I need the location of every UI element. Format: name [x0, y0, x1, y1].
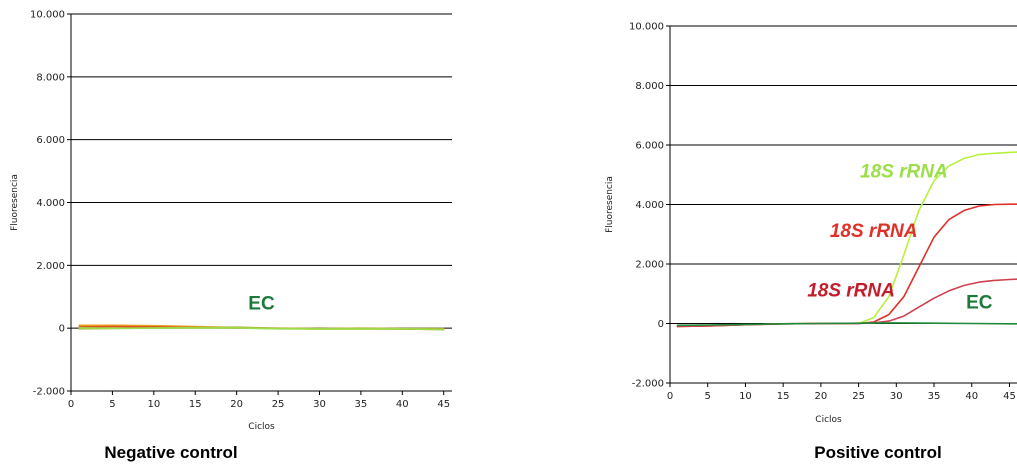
- y-tick-label: -2.000: [33, 387, 65, 398]
- y-axis-label: Fluoresencia: [605, 176, 615, 233]
- y-axis-label: Fluoresencia: [10, 174, 20, 231]
- chart-caption: Positive control: [814, 443, 942, 462]
- y-tick-label: 0: [658, 319, 664, 330]
- x-tick-label: 15: [189, 399, 202, 410]
- x-tick-label: 0: [667, 391, 673, 402]
- x-tick-label: 25: [272, 399, 285, 410]
- x-tick-label: 10: [739, 391, 752, 402]
- series-annotation: 18S rRNA: [830, 221, 918, 242]
- x-tick-label: 25: [852, 391, 865, 402]
- series-annotation: 18S rRNA: [807, 281, 895, 302]
- x-tick-label: 35: [355, 399, 368, 410]
- y-tick-label: 4.000: [635, 200, 664, 211]
- y-tick-label: 10.000: [629, 22, 664, 33]
- x-tick-label: 10: [147, 399, 160, 410]
- x-tick-label: 40: [965, 391, 978, 402]
- x-tick-label: 35: [928, 391, 941, 402]
- y-tick-label: 8.000: [635, 81, 664, 92]
- x-tick-label: 45: [1003, 391, 1016, 402]
- y-tick-label: -2.000: [632, 379, 664, 390]
- series-line-3: [78, 327, 445, 331]
- series-annotation: EC: [248, 293, 275, 314]
- y-tick-label: 6.000: [36, 135, 65, 146]
- y-tick-label: 4.000: [36, 198, 65, 209]
- series-line-3: [676, 322, 1017, 327]
- x-tick-label: 5: [109, 399, 115, 410]
- x-axis-label: Ciclos: [815, 415, 842, 425]
- y-tick-label: 8.000: [36, 72, 65, 83]
- series-annotation: EC: [966, 293, 993, 314]
- x-tick-label: 15: [777, 391, 790, 402]
- chart-caption: Negative control: [104, 443, 237, 462]
- x-tick-label: 45: [437, 399, 450, 410]
- x-tick-label: 5: [705, 391, 711, 402]
- x-tick-label: 20: [230, 399, 243, 410]
- y-tick-label: 10.000: [30, 10, 65, 21]
- x-tick-label: 30: [313, 399, 326, 410]
- x-tick-label: 0: [68, 399, 74, 410]
- y-tick-label: 2.000: [36, 261, 65, 272]
- series-annotation: 18S rRNA: [860, 162, 948, 183]
- x-tick-label: 40: [396, 399, 409, 410]
- y-tick-label: 0: [59, 324, 65, 335]
- x-tick-label: 30: [890, 391, 903, 402]
- y-tick-label: 6.000: [635, 141, 664, 152]
- x-axis-label: Ciclos: [248, 422, 275, 432]
- x-tick-label: 20: [815, 391, 828, 402]
- y-tick-label: 2.000: [635, 260, 664, 271]
